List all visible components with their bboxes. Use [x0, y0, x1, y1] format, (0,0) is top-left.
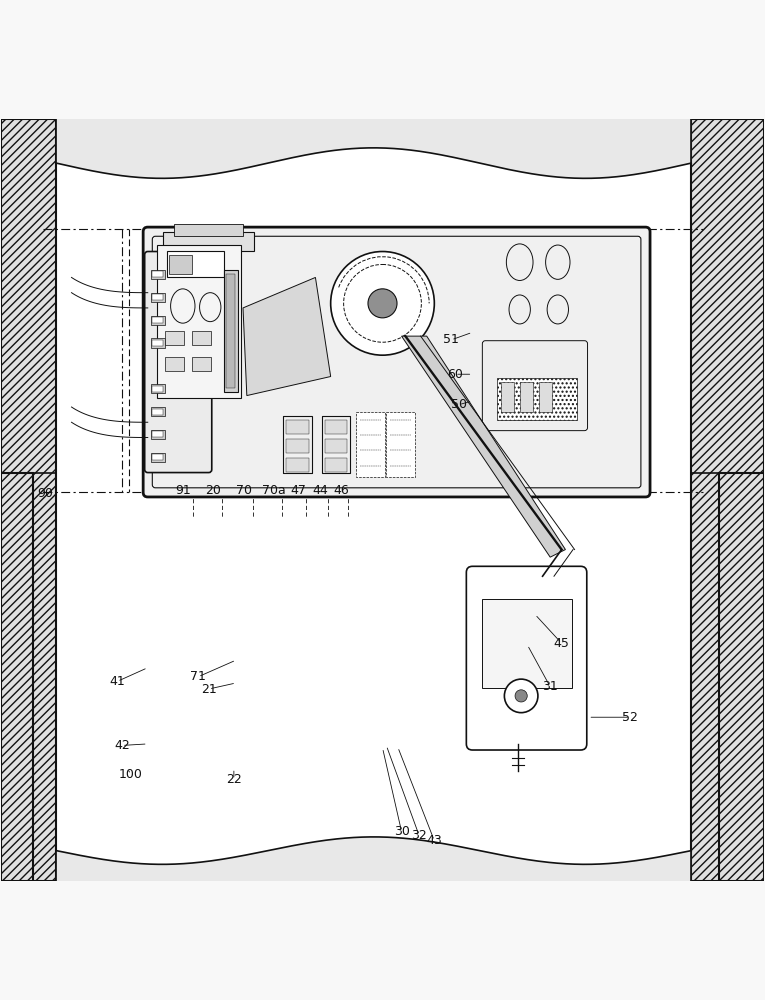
Bar [192, 357, 211, 371]
Text: 51: 51 [443, 333, 459, 346]
Bar [324, 420, 347, 434]
Text: 46: 46 [334, 484, 349, 497]
Bar [169, 255, 192, 274]
Bar [151, 338, 164, 348]
Bar [164, 357, 184, 371]
Bar [324, 458, 347, 472]
Bar [174, 224, 243, 236]
Bar [152, 454, 163, 460]
Bar [321, 416, 350, 473]
Bar [152, 317, 163, 323]
Text: 90: 90 [37, 487, 54, 500]
Bar [151, 407, 164, 416]
Bar [192, 331, 211, 345]
Bar [519, 382, 533, 412]
Bar [482, 599, 571, 688]
Circle shape [515, 690, 527, 702]
Bar [152, 431, 163, 437]
Text: 52: 52 [622, 711, 638, 724]
Bar [152, 294, 163, 300]
Bar [152, 271, 163, 277]
Polygon shape [57, 837, 692, 881]
Polygon shape [2, 119, 57, 881]
Bar [496, 378, 577, 420]
Polygon shape [243, 277, 330, 396]
Bar [151, 316, 164, 325]
Bar [151, 384, 164, 393]
Bar [152, 340, 163, 346]
Text: 60: 60 [447, 368, 463, 381]
Bar [164, 331, 184, 345]
Bar [286, 458, 309, 472]
Bar [151, 270, 164, 279]
Bar [283, 416, 312, 473]
FancyBboxPatch shape [467, 566, 587, 750]
Bar [152, 409, 163, 415]
Text: 43: 43 [426, 834, 442, 847]
Circle shape [504, 679, 538, 713]
Polygon shape [57, 119, 692, 881]
Bar [226, 274, 236, 388]
Text: 31: 31 [542, 680, 558, 693]
Bar [539, 382, 552, 412]
FancyBboxPatch shape [483, 341, 588, 431]
FancyBboxPatch shape [143, 227, 650, 497]
Polygon shape [2, 473, 34, 881]
Bar [163, 232, 255, 251]
Bar [151, 453, 164, 462]
Bar [157, 245, 241, 398]
Text: 70: 70 [236, 484, 252, 497]
Bar [386, 412, 415, 477]
Text: 32: 32 [412, 829, 427, 842]
Bar [286, 439, 309, 453]
Polygon shape [719, 473, 763, 881]
Text: 42: 42 [114, 739, 130, 752]
Circle shape [368, 289, 397, 318]
Text: 45: 45 [554, 637, 570, 650]
Text: 22: 22 [226, 773, 242, 786]
Polygon shape [57, 119, 692, 178]
Text: 30: 30 [394, 825, 409, 838]
Bar [321, 416, 350, 473]
Text: 20: 20 [205, 484, 221, 497]
Circle shape [330, 252, 435, 355]
Text: 47: 47 [291, 484, 307, 497]
Bar [324, 439, 347, 453]
Bar [167, 251, 224, 277]
Text: 91: 91 [175, 484, 190, 497]
Bar [356, 412, 385, 477]
Bar [283, 416, 312, 473]
Text: 100: 100 [119, 768, 143, 781]
Bar [286, 420, 309, 434]
Text: 50: 50 [451, 398, 467, 411]
Text: 70a: 70a [262, 484, 286, 497]
FancyBboxPatch shape [145, 252, 212, 473]
Bar [500, 382, 514, 412]
Text: 41: 41 [109, 675, 125, 688]
Bar [151, 293, 164, 302]
Bar [151, 430, 164, 439]
Text: 21: 21 [201, 683, 216, 696]
Bar [152, 386, 163, 392]
Text: 44: 44 [312, 484, 328, 497]
Polygon shape [692, 119, 763, 881]
Polygon shape [402, 336, 565, 557]
Text: 71: 71 [190, 670, 206, 683]
Bar [224, 270, 238, 392]
